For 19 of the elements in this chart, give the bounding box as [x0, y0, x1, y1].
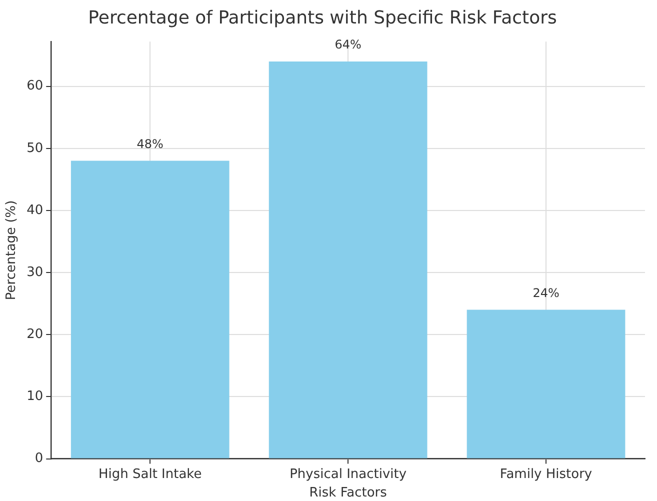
y-tick-label: 60 — [26, 78, 44, 94]
y-tick-label: 50 — [26, 140, 44, 156]
y-tick-label: 30 — [26, 264, 44, 280]
bar — [466, 310, 626, 458]
bar — [268, 61, 428, 458]
x-tick-label: Family History — [500, 466, 592, 482]
data-label: 48% — [136, 136, 164, 151]
y-tick-label: 20 — [26, 327, 44, 342]
bar — [70, 160, 230, 458]
x-tick-label: Physical Inactivity — [290, 466, 407, 482]
y-tick-label: 10 — [26, 389, 44, 404]
y-tick-label: 0 — [34, 451, 44, 466]
chart-title: Percentage of Participants with Specific Risk Factors — [88, 7, 557, 28]
y-tick-label: 40 — [26, 202, 44, 218]
y-axis-title: Percentage (%) — [4, 200, 20, 300]
data-label: 24% — [532, 286, 560, 300]
x-tick-label: High Salt Intake — [98, 466, 202, 482]
x-axis-title: Risk Factors — [309, 486, 388, 501]
data-label: 64% — [334, 38, 362, 52]
